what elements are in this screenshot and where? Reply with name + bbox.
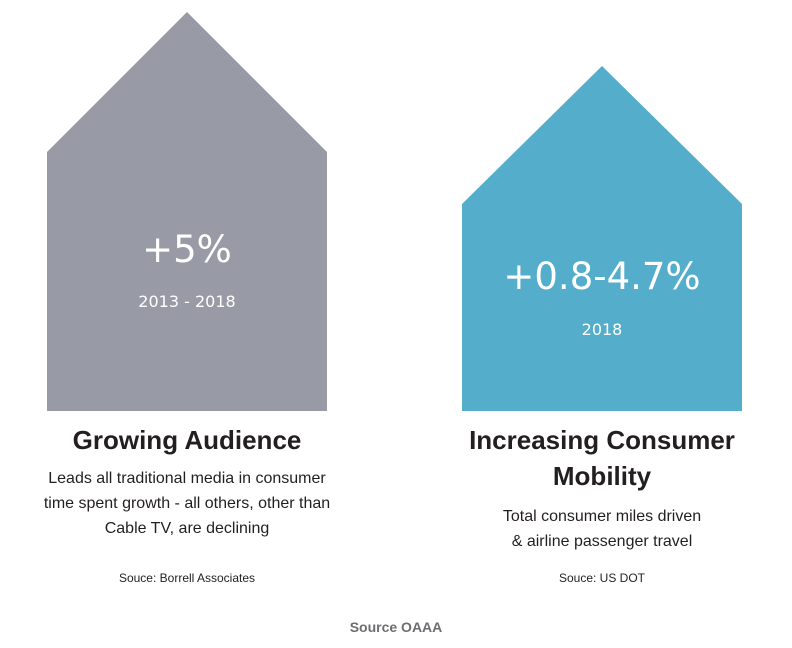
description-line: Total consumer miles driven (502, 508, 702, 525)
mobility-growth-period: 2018 (581, 320, 623, 339)
consumer-mobility-description: Total consumer miles driven & airline pa… (424, 504, 780, 554)
footer-source: Source OAAA (349, 619, 443, 635)
audience-growth-value: +5% (142, 228, 232, 271)
description-line: time spent growth - all others, other th… (43, 495, 331, 512)
house-shape-gray (47, 12, 327, 411)
description-line: Leads all traditional media in consumer (48, 470, 326, 487)
consumer-mobility-title: Increasing Consumer Mobility (424, 422, 780, 494)
consumer-mobility-house: +0.8-4.7% 2018 (462, 66, 742, 411)
growing-audience-description: Leads all traditional media in consumer … (10, 466, 364, 541)
title-line: Mobility (552, 461, 652, 491)
mobility-growth-value: +0.8-4.7% (503, 255, 701, 298)
growing-audience-house: +5% 2013 - 2018 (47, 12, 327, 411)
growing-audience-title: Growing Audience (72, 425, 302, 455)
audience-growth-period: 2013 - 2018 (138, 292, 236, 311)
consumer-mobility-source: Souce: US DOT (558, 571, 646, 585)
description-line: & airline passenger travel (511, 533, 693, 550)
title-line: Increasing Consumer (469, 425, 735, 455)
description-line: Cable TV, are declining (104, 520, 270, 537)
growing-audience-source: Souce: Borrell Associates (118, 571, 256, 585)
house-shape-blue (462, 66, 742, 411)
